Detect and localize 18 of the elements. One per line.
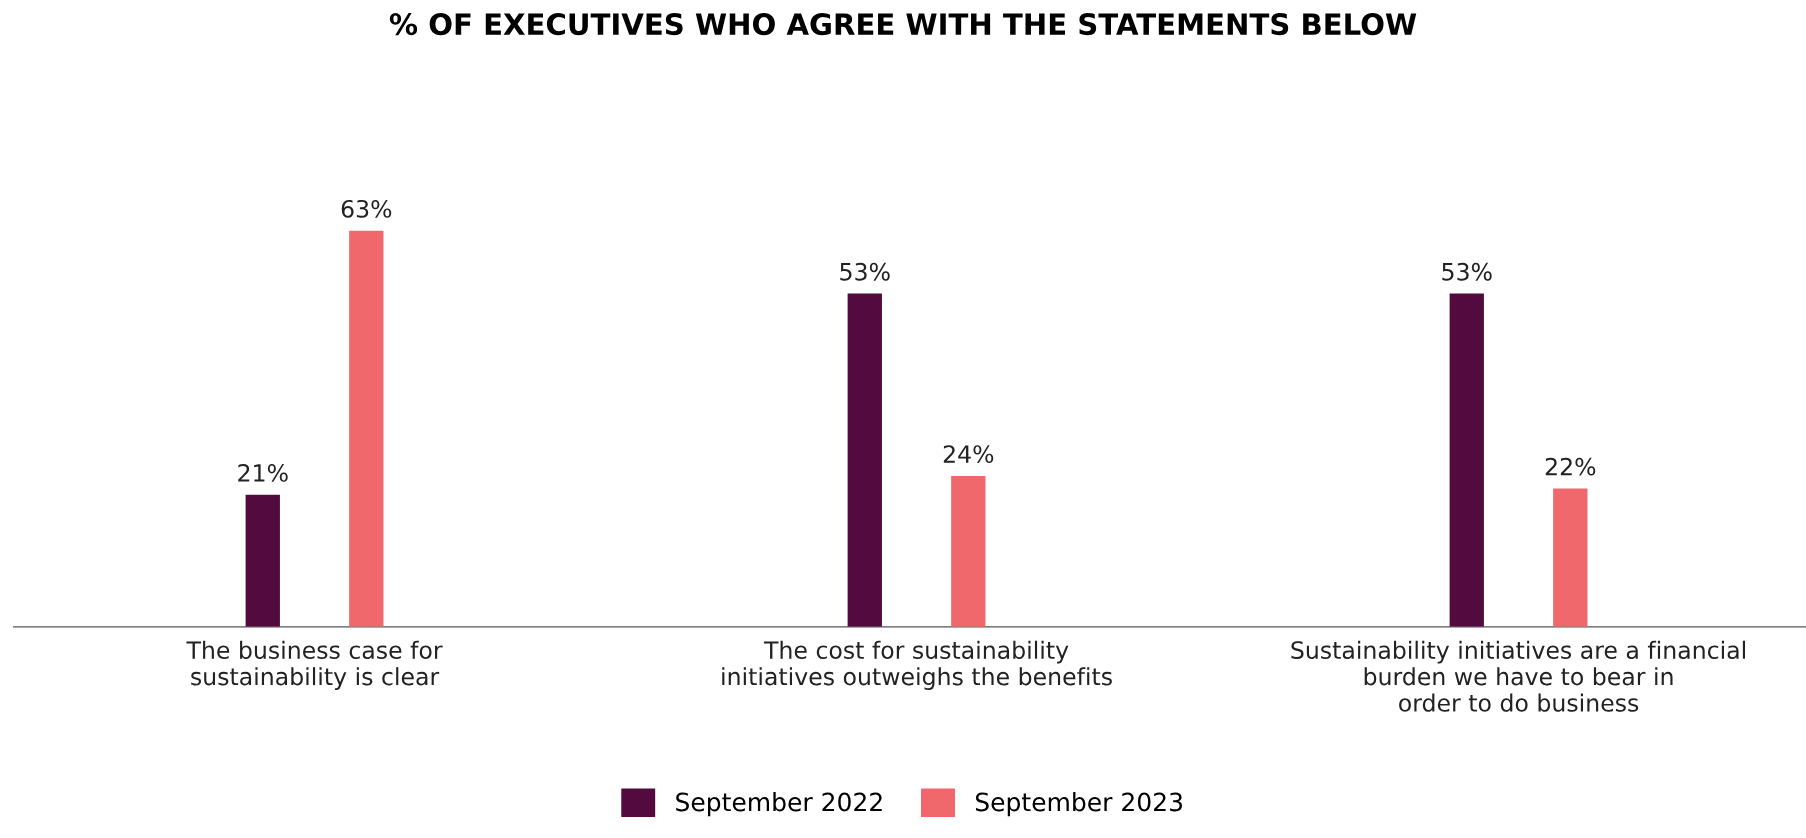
data-label: 24% — [943, 445, 994, 463]
bar — [951, 475, 986, 627]
legend-label: September 2023 — [975, 792, 1182, 817]
x-tick-label: The business case for sustainability is clear — [186, 640, 443, 690]
bar — [1449, 293, 1484, 627]
bar — [245, 494, 280, 627]
data-label: 53% — [840, 262, 890, 281]
x-tick-label: Sustainability initiatives are a financial burden we have to bear in order to do business — [1291, 640, 1746, 712]
data-label: 21% — [238, 464, 288, 482]
x-tick-label: The cost for sustainability initiatives outweighs the benefits — [722, 640, 1112, 690]
data-label: 53% — [1442, 262, 1492, 281]
legend-label: September 2022 — [676, 792, 882, 817]
bar — [349, 230, 384, 627]
data-label: 63% — [341, 199, 392, 218]
bar — [847, 293, 882, 627]
data-label: 22% — [1545, 457, 1596, 476]
bar — [1553, 488, 1588, 627]
chart-title: % OF EXECUTIVES WHO AGREE WITH THE STATEMENTS BELOW — [389, 13, 1417, 36]
